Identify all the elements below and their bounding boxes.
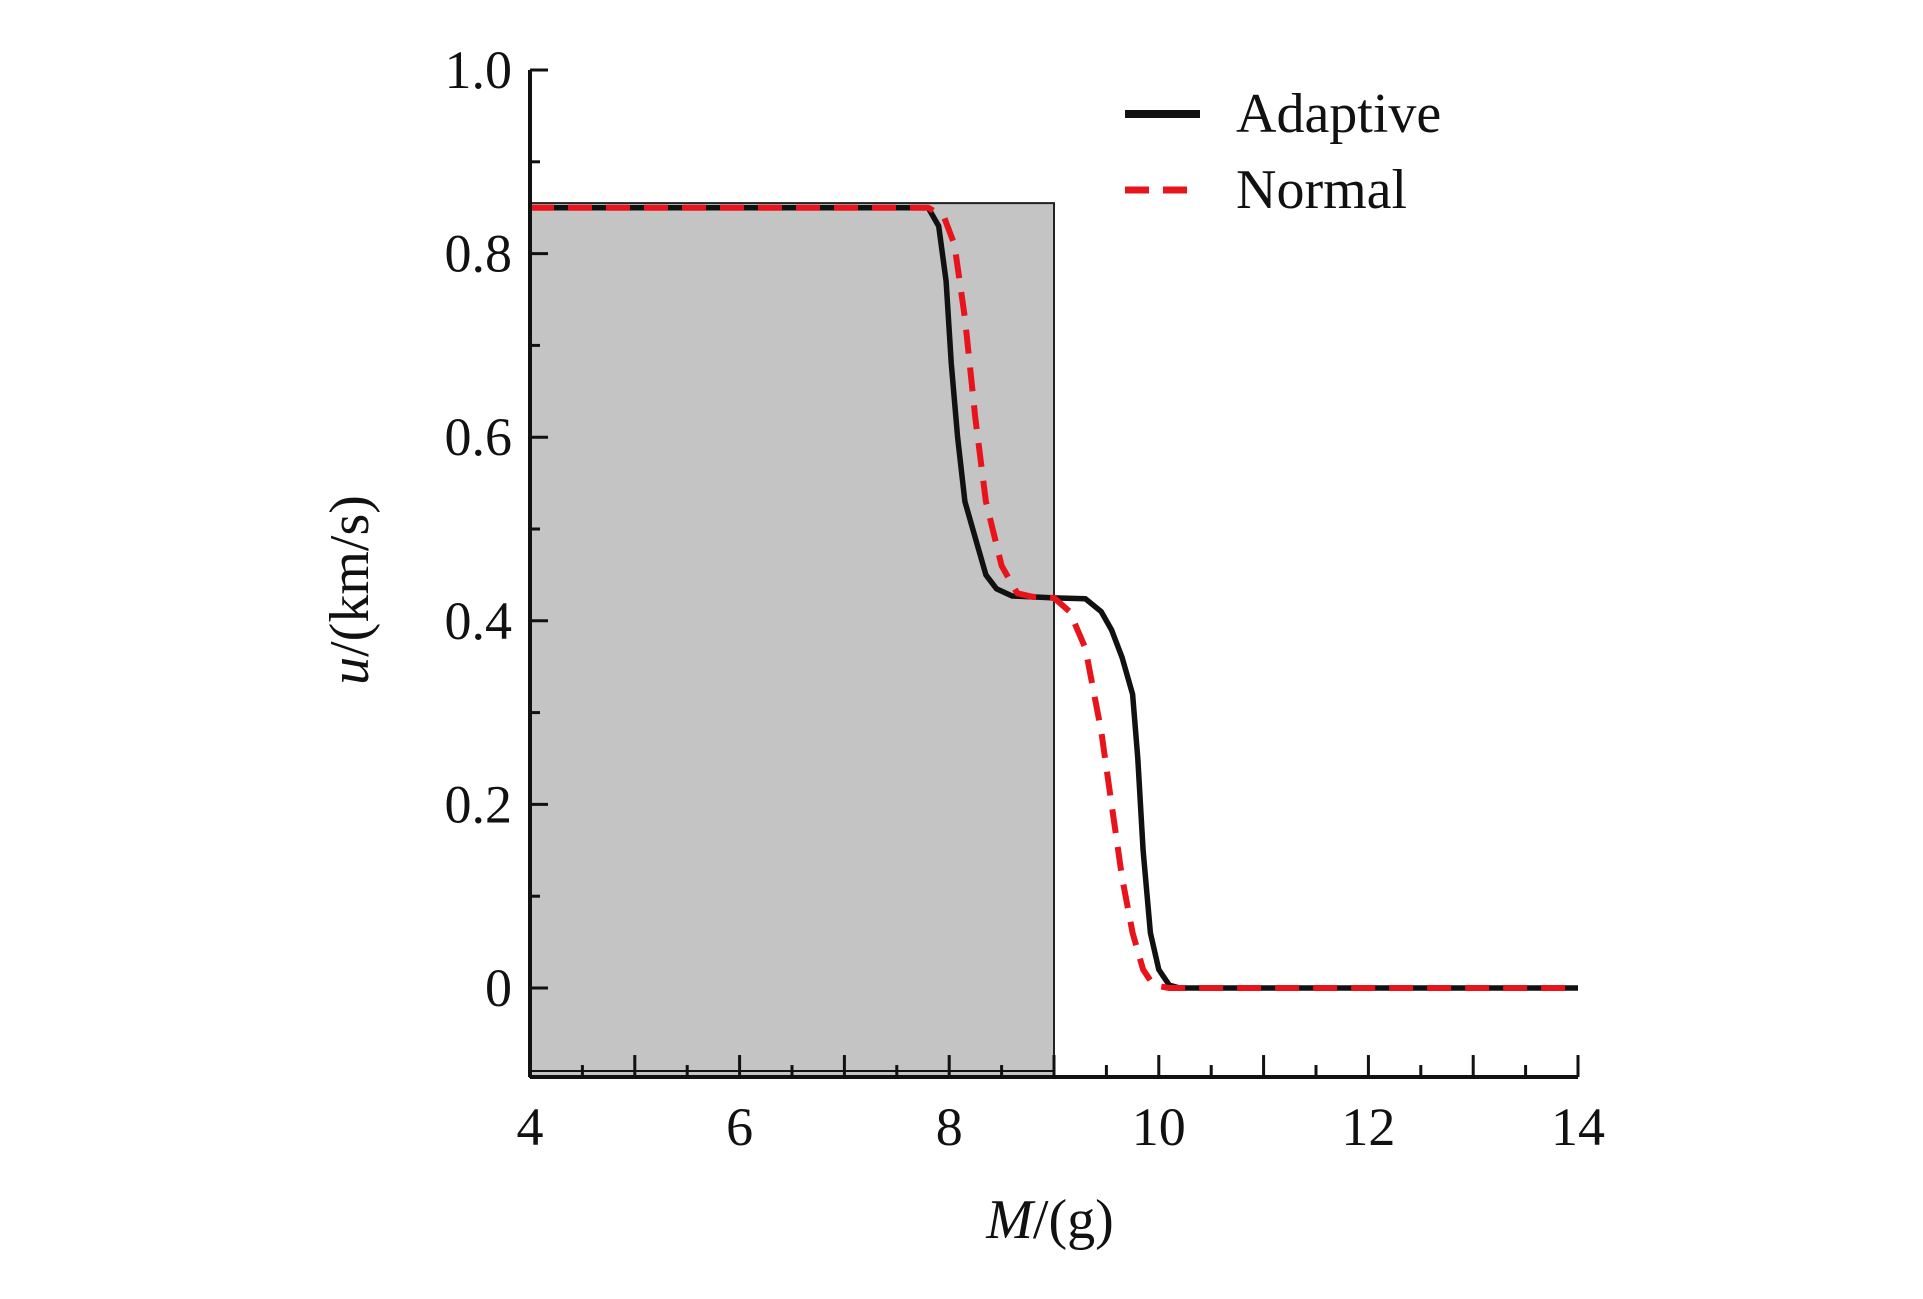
y-axis-label-symbol: u (319, 657, 381, 685)
legend-label-adaptive: Adaptive (1236, 83, 1441, 145)
y-tick-label: 0.8 (445, 224, 513, 284)
x-tick-label: 8 (936, 1097, 963, 1157)
x-tick-label: 14 (1551, 1097, 1605, 1157)
y-axis-label: u/(km/s) (319, 495, 381, 685)
series-line-adaptive (530, 204, 1578, 991)
x-axis-label: M/(g) (985, 1189, 1114, 1251)
x-tick-label: 4 (517, 1097, 544, 1157)
x-axis-label-symbol: M (985, 1189, 1036, 1251)
y-tick-label: 0.4 (445, 591, 513, 651)
x-tick-label: 10 (1132, 1097, 1186, 1157)
legend: Adaptive Normal (1125, 83, 1441, 221)
y-tick-label: 0.6 (445, 407, 513, 467)
x-axis-label-unit: /(g) (1033, 1189, 1114, 1251)
x-tick-label: 12 (1341, 1097, 1395, 1157)
y-tick-label: 0 (485, 958, 512, 1018)
legend-label-normal: Normal (1236, 159, 1407, 221)
x-tick-label: 6 (726, 1097, 753, 1157)
y-axis-label-unit: /(km/s) (319, 495, 381, 657)
shaded-region (529, 202, 1055, 1079)
series-line-normal (530, 204, 1578, 991)
y-tick-label: 1.0 (445, 40, 513, 100)
y-tick-label: 0.2 (445, 774, 513, 834)
